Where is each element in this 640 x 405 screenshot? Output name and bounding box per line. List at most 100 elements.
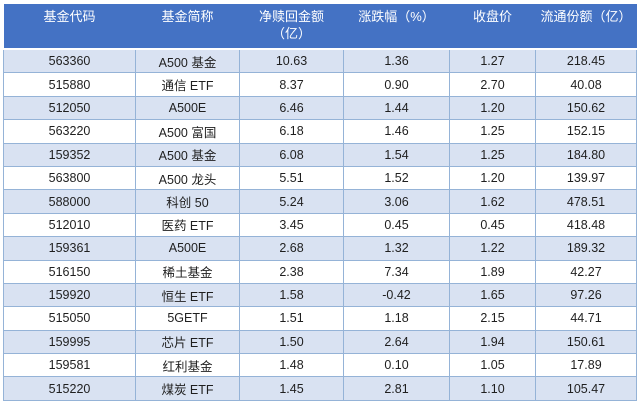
table-cell[interactable]: A500 富国 (135, 119, 240, 144)
table-cell[interactable]: 3.45 (239, 212, 344, 238)
table-cell[interactable]: 159581 (3, 353, 136, 378)
table-cell[interactable]: 5.51 (239, 165, 344, 191)
table-cell[interactable]: 8.37 (239, 72, 344, 97)
table-cell[interactable]: 516150 (3, 259, 136, 284)
table-cell[interactable]: 1.50 (239, 329, 344, 355)
table-cell[interactable]: 159920 (3, 282, 136, 308)
table-cell[interactable]: 42.27 (535, 259, 637, 284)
table-cell[interactable]: 218.45 (535, 48, 637, 74)
table-cell[interactable]: 1.44 (343, 95, 450, 121)
table-cell[interactable]: 44.71 (535, 306, 637, 331)
table-cell[interactable]: 2.68 (239, 236, 344, 261)
table-cell[interactable]: 1.48 (239, 353, 344, 378)
table-cell[interactable]: 7.34 (343, 259, 450, 284)
table-cell[interactable]: 2.38 (239, 259, 344, 284)
table-cell[interactable]: 515880 (3, 72, 136, 97)
table-cell[interactable]: 6.18 (239, 119, 344, 144)
table-cell[interactable]: 1.51 (239, 306, 344, 331)
table-cell[interactable]: 1.20 (449, 95, 536, 121)
table-cell[interactable]: 512010 (3, 212, 136, 238)
table-cell[interactable]: 1.18 (343, 306, 450, 331)
column-header-fund-code[interactable]: 基金代码 (3, 4, 136, 50)
table-cell[interactable]: 159995 (3, 329, 136, 355)
table-cell[interactable]: 1.25 (449, 119, 536, 144)
table-cell[interactable]: 1.32 (343, 236, 450, 261)
table-cell[interactable]: 563360 (3, 48, 136, 74)
table-cell[interactable]: 6.46 (239, 95, 344, 121)
table-cell[interactable]: 1.36 (343, 48, 450, 74)
table-cell[interactable]: 512050 (3, 95, 136, 121)
table-row: 159361 A500E 2.68 1.32 1.22 189.32 (3, 236, 637, 261)
table-cell[interactable]: 159352 (3, 142, 136, 167)
table-cell[interactable]: 1.10 (449, 376, 536, 401)
table-cell[interactable]: 稀土基金 (135, 259, 240, 284)
table-cell[interactable]: A500 龙头 (135, 165, 240, 191)
table-cell[interactable]: 150.61 (535, 329, 637, 355)
table-cell[interactable]: 0.45 (343, 212, 450, 238)
table-cell[interactable]: 红利基金 (135, 353, 240, 378)
table-cell[interactable]: 563220 (3, 119, 136, 144)
table-cell[interactable]: 184.80 (535, 142, 637, 167)
table-cell[interactable]: 1.20 (449, 165, 536, 191)
table-cell[interactable]: 563800 (3, 165, 136, 191)
table-cell[interactable]: 3.06 (343, 189, 450, 214)
table-cell[interactable]: 150.62 (535, 95, 637, 121)
table-cell[interactable]: 152.15 (535, 119, 637, 144)
table-cell[interactable]: 0.45 (449, 212, 536, 238)
table-cell[interactable]: 2.81 (343, 376, 450, 401)
table-cell[interactable]: 418.48 (535, 212, 637, 238)
table-cell[interactable]: 0.90 (343, 72, 450, 97)
table-cell[interactable]: 1.54 (343, 142, 450, 167)
table-cell[interactable]: 1.22 (449, 236, 536, 261)
table-cell[interactable]: 588000 (3, 189, 136, 214)
table-cell[interactable]: 2.64 (343, 329, 450, 355)
table-cell[interactable]: 515050 (3, 306, 136, 331)
table-cell[interactable]: 1.27 (449, 48, 536, 74)
fund-table-container: 基金代码 基金简称 净赎回金额 （亿） 涨跌幅（%） 收盘价 (3, 4, 637, 401)
table-cell[interactable]: A500 基金 (135, 48, 240, 74)
table-cell[interactable]: 97.26 (535, 282, 637, 308)
table-cell[interactable]: 1.58 (239, 282, 344, 308)
table-cell[interactable]: 通信 ETF (135, 72, 240, 97)
table-cell[interactable]: 医药 ETF (135, 212, 240, 238)
table-row: 588000 科创 50 5.24 3.06 1.62 478.51 (3, 189, 637, 214)
column-header-net-redemption[interactable]: 净赎回金额 （亿） (239, 4, 344, 50)
table-cell[interactable]: 6.08 (239, 142, 344, 167)
table-cell[interactable]: 189.32 (535, 236, 637, 261)
table-cell[interactable]: 40.08 (535, 72, 637, 97)
table-cell[interactable]: 1.05 (449, 353, 536, 378)
table-cell[interactable]: 1.94 (449, 329, 536, 355)
table-cell[interactable]: 5.24 (239, 189, 344, 214)
table-cell[interactable]: 478.51 (535, 189, 637, 214)
column-header-close-price[interactable]: 收盘价 (449, 4, 536, 50)
table-cell[interactable]: 1.45 (239, 376, 344, 401)
table-cell[interactable]: 1.25 (449, 142, 536, 167)
table-cell[interactable]: 1.46 (343, 119, 450, 144)
table-cell[interactable]: 1.62 (449, 189, 536, 214)
table-cell[interactable]: 2.70 (449, 72, 536, 97)
table-cell[interactable]: 159361 (3, 236, 136, 261)
table-row: 159920 恒生 ETF 1.58 -0.42 1.65 97.26 (3, 282, 637, 308)
table-cell[interactable]: A500E (135, 95, 240, 121)
table-cell[interactable]: 2.15 (449, 306, 536, 331)
column-header-circulating-shares[interactable]: 流通份额（亿） (535, 4, 637, 50)
table-cell[interactable]: 科创 50 (135, 189, 240, 214)
table-cell[interactable]: A500E (135, 236, 240, 261)
table-cell[interactable]: 105.47 (535, 376, 637, 401)
table-cell[interactable]: 煤炭 ETF (135, 376, 240, 401)
table-cell[interactable]: -0.42 (343, 282, 450, 308)
table-cell[interactable]: 0.10 (343, 353, 450, 378)
table-cell[interactable]: 10.63 (239, 48, 344, 74)
table-cell[interactable]: 恒生 ETF (135, 282, 240, 308)
table-cell[interactable]: 1.89 (449, 259, 536, 284)
table-cell[interactable]: 515220 (3, 376, 136, 401)
column-header-fund-name[interactable]: 基金简称 (135, 4, 240, 50)
table-cell[interactable]: 139.97 (535, 165, 637, 191)
table-cell[interactable]: 17.89 (535, 353, 637, 378)
column-header-change-percent[interactable]: 涨跌幅（%） (343, 4, 450, 50)
table-cell[interactable]: 1.65 (449, 282, 536, 308)
table-cell[interactable]: A500 基金 (135, 142, 240, 167)
table-cell[interactable]: 1.52 (343, 165, 450, 191)
table-cell[interactable]: 5GETF (135, 306, 240, 331)
table-cell[interactable]: 芯片 ETF (135, 329, 240, 355)
